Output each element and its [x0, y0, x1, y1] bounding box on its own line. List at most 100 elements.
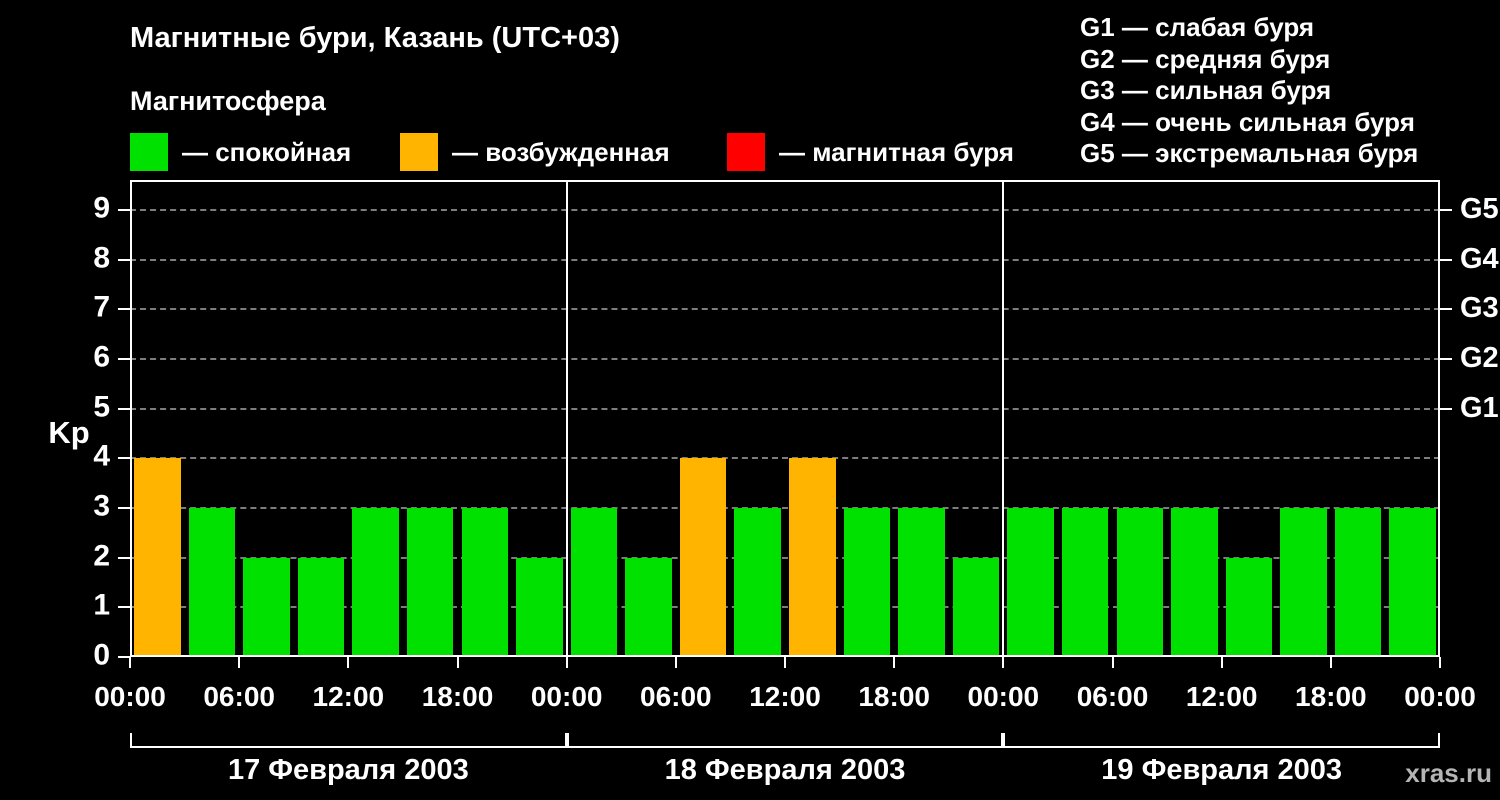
y-axis-label: 6 — [93, 340, 110, 374]
quiet-color-swatch — [130, 133, 168, 171]
kp-bar — [1171, 507, 1218, 655]
bottom-tick — [347, 657, 350, 668]
x-axis-label: 12:00 — [1185, 681, 1258, 712]
g-axis-label: G2 — [1460, 341, 1499, 374]
legend-item-excited: — возбужденная — [400, 133, 670, 171]
kp-bar — [625, 557, 672, 655]
legend-item-storm: — магнитная буря — [727, 133, 1014, 171]
bottom-tick — [565, 657, 568, 668]
date-bracket — [1003, 733, 1440, 748]
gridline-kp-7 — [130, 308, 1440, 311]
bottom-tick — [893, 657, 896, 668]
y-axis-label: 0 — [93, 638, 110, 672]
left-tick — [118, 407, 130, 410]
left-tick — [118, 208, 130, 211]
g-legend-line-g1: G1 — слабая буря — [1080, 12, 1315, 42]
kp-bar — [516, 557, 563, 655]
legend-label-storm: — магнитная буря — [779, 137, 1014, 167]
kp-bar — [679, 458, 727, 655]
kp-bar — [570, 507, 618, 655]
bottom-tick — [1002, 657, 1005, 668]
g-legend-line-g2: G2 — средняя буря — [1080, 43, 1331, 74]
watermark: xras.ru — [1405, 758, 1492, 788]
x-axis-label: 12:00 — [749, 681, 821, 712]
kp-bar — [243, 557, 290, 655]
g-legend-line-g4: G4 — очень сильная буря — [1080, 106, 1415, 137]
right-tick — [1440, 208, 1452, 211]
x-axis-label: 18:00 — [858, 681, 930, 712]
gridline-kp-3 — [130, 506, 1440, 509]
g-axis-label: G5 — [1460, 192, 1499, 225]
right-tick — [1440, 308, 1452, 311]
right-tick — [1440, 258, 1452, 261]
y-axis-label: 9 — [93, 191, 110, 225]
date-bracket — [566, 733, 1004, 748]
left-tick — [118, 308, 130, 311]
excited-color-swatch — [400, 133, 438, 171]
g-scale-legend: G1 — слабая буря G2 — средняя буря G3 — … — [1080, 12, 1418, 170]
bottom-tick — [129, 657, 131, 668]
magnetosphere-label: Магнитосфера — [130, 86, 326, 116]
left-tick — [118, 556, 130, 559]
gridline-kp-1 — [130, 606, 1440, 609]
kp-bar — [843, 507, 891, 655]
kp-bar — [461, 507, 509, 655]
gridline-kp-9 — [130, 208, 1440, 211]
y-axis-label: 4 — [93, 439, 110, 473]
y-axis-label: 2 — [93, 539, 110, 573]
kp-bar — [1007, 507, 1054, 655]
g-legend-line-g5: G5 — экстремальная буря — [1080, 138, 1419, 168]
x-axis-label: 12:00 — [312, 681, 385, 712]
x-axis-label: 00:00 — [1404, 681, 1476, 712]
left-tick — [118, 506, 130, 509]
plot-area — [130, 180, 1440, 657]
bottom-tick — [1439, 657, 1441, 668]
left-tick — [118, 457, 130, 460]
kp-bar — [1334, 507, 1382, 655]
day-separator — [1002, 180, 1005, 657]
bottom-tick — [1220, 657, 1223, 668]
x-axis-label: 06:00 — [640, 681, 712, 712]
kp-bar — [1280, 507, 1327, 655]
left-tick — [118, 606, 130, 609]
y-axis-label: 8 — [93, 241, 110, 275]
gridline-kp-2 — [130, 556, 1440, 559]
x-axis-label: 18:00 — [421, 681, 494, 712]
kp-bar — [188, 507, 236, 655]
kp-bar — [1389, 507, 1436, 655]
kp-bar — [352, 507, 399, 655]
y-axis-label: 1 — [93, 588, 110, 622]
bottom-tick — [674, 657, 677, 668]
bottom-tick — [784, 657, 786, 668]
y-axis-label: 5 — [93, 390, 110, 424]
kp-bar — [406, 507, 454, 655]
storm-color-swatch — [727, 133, 765, 171]
y-axis-label: 7 — [93, 290, 110, 324]
g-axis-label: G3 — [1460, 292, 1499, 325]
kp-bar — [1225, 557, 1273, 655]
gridline-kp-5 — [130, 407, 1440, 410]
x-axis-label: 18:00 — [1295, 681, 1367, 712]
right-tick — [1440, 407, 1452, 410]
left-tick — [118, 357, 130, 360]
legend-item-quiet: — спокойная — [130, 133, 351, 171]
gridline-kp-8 — [130, 258, 1440, 261]
x-axis-label: 06:00 — [1076, 681, 1149, 712]
kp-bar — [734, 507, 781, 655]
left-tick — [118, 656, 130, 658]
kp-bar — [1061, 507, 1109, 655]
date-label: 18 Февраля 2003 — [664, 754, 906, 786]
gridline-kp-6 — [130, 357, 1440, 360]
date-bracket — [130, 733, 567, 748]
bottom-tick — [456, 657, 459, 668]
x-axis-label: 00:00 — [94, 681, 166, 712]
kp-bar — [789, 458, 836, 655]
y-axis-title: Kp — [48, 415, 90, 450]
date-label: 17 Февраля 2003 — [227, 754, 469, 786]
y-axis-label: 3 — [93, 489, 110, 523]
page-title: Магнитные бури, Казань (UTC+03) — [130, 22, 620, 54]
x-axis-label: 00:00 — [530, 681, 603, 712]
bottom-tick — [1329, 657, 1332, 668]
right-tick — [1440, 357, 1452, 360]
